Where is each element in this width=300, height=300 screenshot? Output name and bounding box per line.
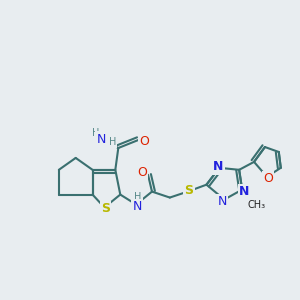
Text: N: N xyxy=(218,195,227,208)
Text: N: N xyxy=(213,160,224,173)
Text: O: O xyxy=(137,166,147,179)
Text: H: H xyxy=(92,128,99,138)
Text: S: S xyxy=(101,202,110,215)
Text: H: H xyxy=(134,192,142,202)
Text: H: H xyxy=(109,137,116,147)
Text: O: O xyxy=(263,172,273,185)
Text: N: N xyxy=(132,200,142,213)
Text: S: S xyxy=(184,184,193,197)
Text: N: N xyxy=(239,185,249,198)
Text: N: N xyxy=(97,133,106,146)
Text: O: O xyxy=(139,135,149,148)
Text: CH₃: CH₃ xyxy=(248,200,266,211)
